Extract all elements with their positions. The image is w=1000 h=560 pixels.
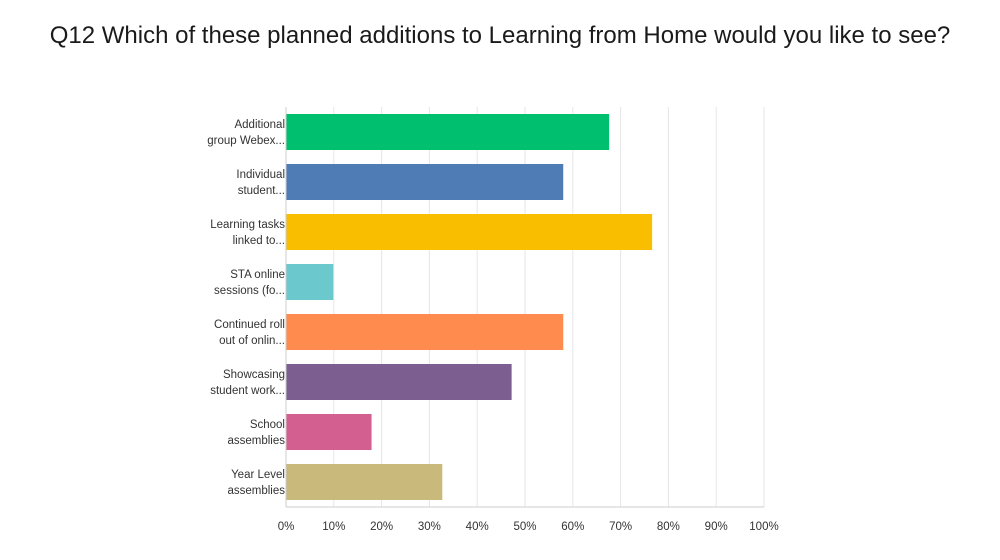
category-label: assemblies bbox=[227, 485, 285, 497]
x-tick-label: 90% bbox=[705, 521, 728, 533]
category-label: STA online bbox=[230, 269, 285, 281]
bar bbox=[286, 414, 372, 450]
x-tick-label: 80% bbox=[657, 521, 680, 533]
category-label: Continued roll bbox=[214, 319, 285, 331]
category-label: student... bbox=[238, 185, 285, 197]
category-label: Individual bbox=[236, 169, 285, 181]
bar bbox=[286, 464, 443, 500]
x-tick-label: 30% bbox=[418, 521, 441, 533]
category-label: Year Level bbox=[231, 469, 285, 481]
category-label: sessions (fo... bbox=[214, 285, 285, 297]
bar bbox=[286, 264, 334, 300]
x-tick-label: 70% bbox=[609, 521, 632, 533]
category-label: student work... bbox=[210, 385, 285, 397]
category-labels: Additional group Webex... Individual studen… bbox=[207, 119, 285, 497]
bar bbox=[286, 114, 610, 150]
x-tick-label: 50% bbox=[513, 521, 536, 533]
category-label: Showcasing bbox=[223, 369, 285, 381]
chart-title: Q12 Which of these planned additions to … bbox=[49, 22, 951, 49]
x-tick-label: 40% bbox=[466, 521, 489, 533]
category-label: Additional bbox=[234, 119, 285, 131]
x-tick-label: 100% bbox=[749, 521, 778, 533]
x-tick-label: 20% bbox=[370, 521, 393, 533]
category-label: group Webex... bbox=[207, 135, 285, 147]
axes bbox=[285, 107, 764, 508]
category-label: assemblies bbox=[227, 435, 285, 447]
bars bbox=[286, 114, 653, 500]
category-label: Learning tasks bbox=[210, 219, 285, 231]
bar bbox=[286, 164, 564, 200]
bar bbox=[286, 314, 564, 350]
category-label: School bbox=[250, 419, 285, 431]
x-tick-label: 60% bbox=[561, 521, 584, 533]
category-label: linked to... bbox=[233, 235, 285, 247]
tick-labels: 0% 10% 20% 30% 40% 50% 60% 70% 80% 90% 100% bbox=[278, 521, 779, 533]
bar bbox=[286, 214, 653, 250]
x-tick-label: 0% bbox=[278, 521, 295, 533]
category-label: out of onlin... bbox=[219, 335, 285, 347]
bar bbox=[286, 364, 512, 400]
x-tick-label: 10% bbox=[322, 521, 345, 533]
